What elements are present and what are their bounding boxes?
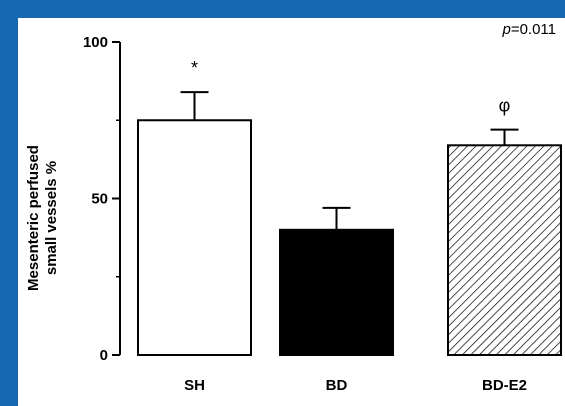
- x-category-label: BD: [326, 377, 348, 394]
- bar-bd-e2: [447, 144, 562, 357]
- significance-marker-sh: *: [191, 58, 198, 78]
- significance-marker-bd-e2: φ: [499, 96, 511, 116]
- p-value-label: p=0.011: [501, 21, 556, 38]
- y-axis: 0 50 100: [83, 34, 121, 364]
- y-tick-label: 50: [91, 191, 108, 208]
- y-tick-label: 100: [83, 34, 108, 51]
- x-category-label: BD-E2: [482, 377, 527, 394]
- bars-group: * SH BD φ BD-E2: [137, 58, 562, 394]
- chart-panel: Mesenteric perfused small vessels % p=0.…: [18, 18, 565, 406]
- x-category-label: SH: [184, 377, 205, 394]
- y-axis-label-line2: small vessels %: [43, 161, 60, 275]
- p-value-number: =0.011: [511, 21, 556, 38]
- bar-bd: [279, 228, 394, 356]
- y-axis-label-line1: Mesenteric perfused: [25, 145, 42, 291]
- bar-chart: Mesenteric perfused small vessels % p=0.…: [25, 21, 562, 394]
- bar-sh: [137, 119, 252, 356]
- p-value-symbol: p: [501, 21, 510, 38]
- y-tick-label: 0: [100, 347, 108, 364]
